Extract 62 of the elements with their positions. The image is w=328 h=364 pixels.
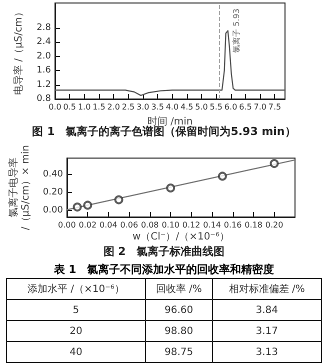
text: 表 1 氯离子不同添加水平的回收率和精密度: [52, 262, 276, 278]
x-tick-label: 6.5: [239, 102, 252, 112]
x-tick-label: 5.5: [210, 102, 223, 112]
text: 回收率 /%: [145, 278, 212, 300]
y-axis-title: 氯离子电导率 /（μS/cm）× min: [8, 144, 32, 230]
x-tick-label: 3.0: [136, 102, 150, 112]
x-axis-title: w（Cl⁻）/（×10⁻⁶）: [132, 232, 230, 242]
x-tick-label: 1.5: [92, 102, 106, 112]
x-tick-label: 0.00: [58, 220, 76, 230]
x-tick-label: 2.5: [122, 102, 135, 112]
text: 20: [6, 320, 146, 342]
y-tick-label: 1.2: [36, 80, 51, 90]
text: 图 1 氯离子的离子色谱图（保留时间为5.93 min）: [32, 125, 296, 138]
x-tick-label: 0.04: [100, 220, 118, 230]
x-tick-label: 3.5: [151, 102, 164, 112]
x-tick-label: 0.10: [162, 220, 180, 230]
x-tick-label: 6.0: [224, 102, 238, 112]
y-axis-title: 电导率 /（μS/cm）: [12, 7, 24, 95]
point: [72, 202, 82, 212]
line-series: [54, 30, 286, 96]
x-tick-label: 0.18: [244, 220, 262, 230]
text: 98.75: [145, 342, 212, 362]
x-tick-label: 0.5: [63, 102, 76, 112]
x-tick-label: 7.0: [254, 102, 266, 112]
y-tick-label: 2.8: [36, 22, 52, 33]
y-tick-label: 2.0: [36, 51, 52, 62]
x-tick-label: 0.02: [78, 220, 97, 230]
x-tick-label: 7.5: [268, 102, 282, 112]
point: [166, 184, 176, 192]
text: 40: [6, 342, 146, 362]
text: 图 2 氯离子标准曲线图: [103, 245, 225, 258]
text: 3.13: [212, 342, 322, 362]
y-tick-label: 0.40: [42, 169, 64, 180]
x-tick-label: 2.0: [107, 102, 120, 112]
y-tick-label: 0.20: [42, 188, 64, 198]
x-tick-label: 0.0: [48, 102, 62, 112]
text: 相对标准偏差 /%: [212, 278, 322, 300]
x-tick-label: 1.0: [78, 102, 91, 112]
y-tick-label: 2.4: [36, 37, 52, 48]
point: [83, 200, 92, 210]
x-tick-label: 0.14: [203, 220, 221, 230]
x-tick-label: 5.0: [195, 102, 208, 112]
text: 添加水平 /（×10⁻⁶）: [6, 278, 146, 300]
y-tick-label: 0.8: [36, 94, 52, 104]
text: 96.60: [145, 300, 212, 320]
x-tick-label: 0.16: [224, 220, 242, 230]
point: [270, 159, 279, 168]
y-tick-label: 1.6: [36, 66, 52, 76]
text: 3.17: [212, 320, 322, 342]
y-tick-label: 0.00: [42, 206, 64, 216]
point: [114, 195, 124, 204]
point: [218, 172, 227, 181]
annotation: 氯离子 5.93: [232, 8, 242, 53]
text: 3.84: [212, 300, 322, 320]
x-tick-label: 4.0: [166, 102, 179, 112]
text: 5: [6, 300, 146, 320]
x-tick-label: 4.5: [180, 102, 194, 112]
x-tick-label: 0.08: [140, 220, 159, 230]
x-tick-label: 0.12: [182, 220, 200, 230]
x-tick-label: 0.06: [120, 220, 138, 230]
x-tick-label: 0.20: [265, 220, 284, 230]
text: 98.80: [145, 320, 212, 342]
